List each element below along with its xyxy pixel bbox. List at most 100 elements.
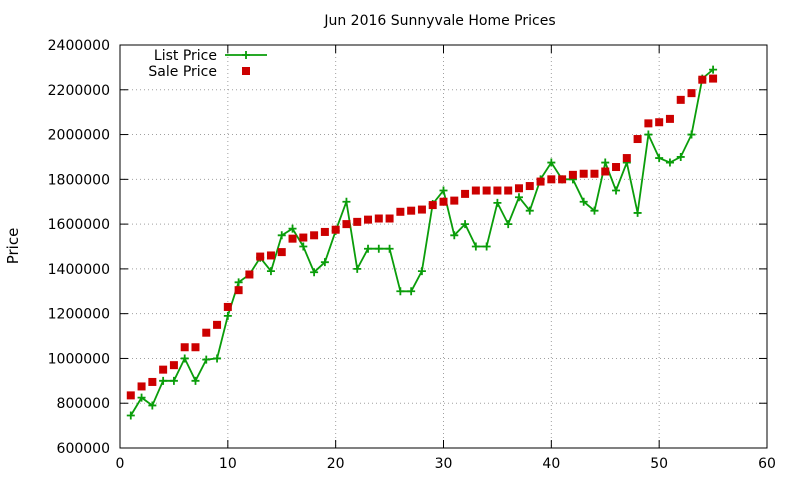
sale-price-point [709, 74, 718, 83]
sale-price-point [396, 207, 405, 216]
list-price-point [374, 244, 383, 253]
sale-price-point [428, 201, 437, 210]
axes: 600000 800000 1000000 1200000 1400000 1600000… [48, 38, 776, 472]
sale-price-point [223, 302, 232, 311]
list-price-point [417, 267, 426, 276]
list-price-point [612, 186, 621, 195]
chart-title: Jun 2016 Sunnyvale Home Prices [323, 13, 555, 29]
y-tick-label: 1600000 [48, 217, 110, 233]
sale-price-point [169, 361, 178, 370]
legend-label: List Price [154, 48, 217, 64]
list-price-point [579, 197, 588, 206]
plot-frame [119, 44, 768, 449]
y-tick-label: 2000000 [48, 128, 110, 144]
sale-price-point [633, 135, 642, 144]
list-price-point [277, 231, 286, 240]
list-price-point [676, 152, 685, 161]
list-price-point [633, 208, 642, 217]
list-price-point [288, 224, 297, 233]
sale-price-point [126, 391, 135, 400]
x-tick-label: 60 [758, 456, 776, 472]
sale-price-point [601, 167, 610, 176]
list-price-point [191, 376, 200, 385]
list-price-point [665, 158, 674, 167]
sale-price-point [450, 196, 459, 205]
legend-plus-marker [242, 51, 250, 59]
sale-price-point [482, 186, 491, 195]
series-layer [126, 65, 718, 420]
list-price-point [234, 278, 243, 287]
sale-price-point [514, 184, 523, 193]
x-tick-label: 20 [327, 456, 345, 472]
sale-price-point [525, 182, 534, 191]
list-price-point [223, 311, 232, 320]
y-tick-label: 2200000 [48, 83, 110, 99]
sale-price-point [137, 382, 146, 391]
list-price-point [202, 355, 211, 364]
sale-price-point [461, 189, 470, 198]
sale-price-point [148, 377, 157, 386]
list-price-point [439, 186, 448, 195]
sale-price-point [277, 248, 286, 257]
sale-price-point [342, 220, 351, 229]
list-price-point [525, 206, 534, 215]
list-price-line [130, 68, 714, 416]
sale-price-point [676, 95, 685, 104]
list-price-point [213, 354, 222, 363]
sale-price-point [299, 233, 308, 242]
list-price-point [299, 242, 308, 251]
sale-price-point [266, 251, 275, 260]
list-price-point [320, 258, 329, 267]
sale-price-point [612, 163, 621, 172]
list-price-point [385, 244, 394, 253]
sale-price-point [407, 206, 416, 215]
list-price-point [504, 220, 513, 229]
x-tick-label: 30 [435, 456, 453, 472]
x-tick-label: 40 [542, 456, 560, 472]
list-price-point [342, 197, 351, 206]
legend-label: Sale Price [148, 64, 217, 80]
series-list-price [126, 65, 718, 420]
sale-price-point [180, 343, 189, 352]
list-price-point [547, 158, 556, 167]
sale-price-point [536, 177, 545, 186]
list-price-point [601, 158, 610, 167]
series-sale-price [126, 74, 718, 400]
y-tick-label: 2400000 [48, 38, 110, 54]
list-price-point [482, 242, 491, 251]
sale-price-point [493, 186, 502, 195]
x-tick-label: 10 [219, 456, 237, 472]
sale-price-point [191, 343, 200, 352]
list-price-point [514, 193, 523, 202]
sale-price-point [558, 175, 567, 184]
sale-price-point [698, 75, 707, 84]
sale-price-point [504, 186, 513, 195]
sale-price-point [417, 205, 426, 214]
sale-price-point [202, 328, 211, 337]
list-price-point [159, 376, 168, 385]
list-price-point [450, 231, 459, 240]
sale-price-point [353, 217, 362, 226]
list-price-point [266, 267, 275, 276]
y-tick-label: 1200000 [48, 307, 110, 323]
sale-price-point [385, 214, 394, 223]
sale-price-point [590, 169, 599, 178]
list-price-point [644, 130, 653, 139]
sale-price-point [320, 227, 329, 236]
y-tick-label: 800000 [57, 396, 110, 412]
x-tick-label: 0 [116, 456, 125, 472]
list-price-point [655, 154, 664, 163]
sale-price-point [655, 118, 664, 127]
list-price-point [709, 65, 718, 74]
list-price-point [353, 264, 362, 273]
list-price-point [364, 244, 373, 253]
list-price-point [461, 220, 470, 229]
x-tick-label: 50 [650, 456, 668, 472]
list-price-point [493, 198, 502, 207]
list-price-point [180, 354, 189, 363]
list-price-point [148, 401, 157, 410]
list-price-point [126, 411, 135, 420]
list-price-point [590, 206, 599, 215]
